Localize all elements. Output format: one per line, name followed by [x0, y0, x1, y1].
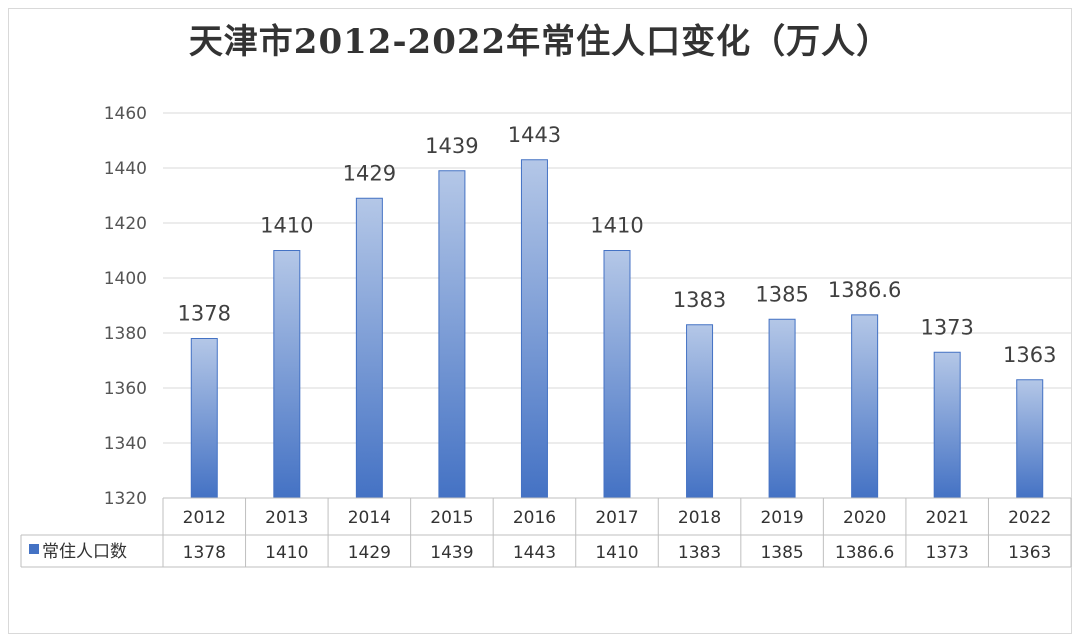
y-tick-label: 1460	[104, 104, 147, 124]
table-value-2019: 1385	[760, 543, 803, 563]
table-value-2014: 1429	[348, 543, 391, 563]
bar-2020	[851, 314, 879, 499]
bar-2017	[603, 250, 631, 499]
chart-frame	[8, 8, 1072, 634]
data-label-2014: 1429	[343, 161, 396, 185]
bar-2016	[520, 159, 548, 499]
bar-2014	[355, 197, 383, 499]
data-label-2013: 1410	[260, 214, 313, 238]
x-tick-label: 2021	[926, 508, 969, 528]
data-label-2016: 1443	[508, 123, 561, 147]
x-tick-label: 2020	[843, 508, 886, 528]
legend-label: 常住人口数	[42, 542, 127, 562]
table-value-2012: 1378	[183, 543, 226, 563]
y-tick-label: 1340	[104, 434, 147, 454]
bar-2013	[273, 250, 301, 499]
table-value-2020: 1386.6	[835, 543, 894, 563]
bar-2021	[933, 351, 961, 499]
table-value-2016: 1443	[513, 543, 556, 563]
y-tick-label: 1380	[104, 324, 147, 344]
data-label-2018: 1383	[673, 288, 726, 312]
table-value-2013: 1410	[265, 543, 308, 563]
x-tick-label: 2019	[760, 508, 803, 528]
data-label-2019: 1385	[755, 282, 808, 306]
data-label-2012: 1378	[178, 302, 231, 326]
x-tick-label: 2017	[595, 508, 638, 528]
table-value-2017: 1410	[595, 543, 638, 563]
bar-2022	[1016, 379, 1044, 499]
data-label-2017: 1410	[590, 214, 643, 238]
x-tick-label: 2022	[1008, 508, 1051, 528]
y-tick-label: 1360	[104, 379, 147, 399]
x-tick-label: 2016	[513, 508, 556, 528]
bar-2019	[768, 318, 796, 499]
bar-2012	[190, 338, 218, 499]
data-label-2015: 1439	[425, 134, 478, 158]
x-tick-label: 2013	[265, 508, 308, 528]
bar-2018	[686, 324, 714, 499]
data-label-2022: 1363	[1003, 343, 1056, 367]
x-tick-label: 2014	[348, 508, 391, 528]
legend-swatch	[29, 544, 39, 554]
x-tick-label: 2012	[183, 508, 226, 528]
x-tick-label: 2015	[430, 508, 473, 528]
data-label-2021: 1373	[920, 315, 973, 339]
chart-title: 天津市2012-2022年常住人口变化（万人）	[188, 22, 892, 62]
table-value-2015: 1439	[430, 543, 473, 563]
table-value-2018: 1383	[678, 543, 721, 563]
bar-2015	[438, 170, 466, 499]
table-value-2022: 1363	[1008, 543, 1051, 563]
y-tick-label: 1400	[104, 269, 147, 289]
data-label-2020: 1386.6	[828, 278, 901, 302]
table-value-2021: 1373	[926, 543, 969, 563]
x-tick-label: 2018	[678, 508, 721, 528]
y-tick-label: 1420	[104, 214, 147, 234]
y-tick-label: 1440	[104, 159, 147, 179]
y-tick-label: 1320	[104, 489, 147, 509]
